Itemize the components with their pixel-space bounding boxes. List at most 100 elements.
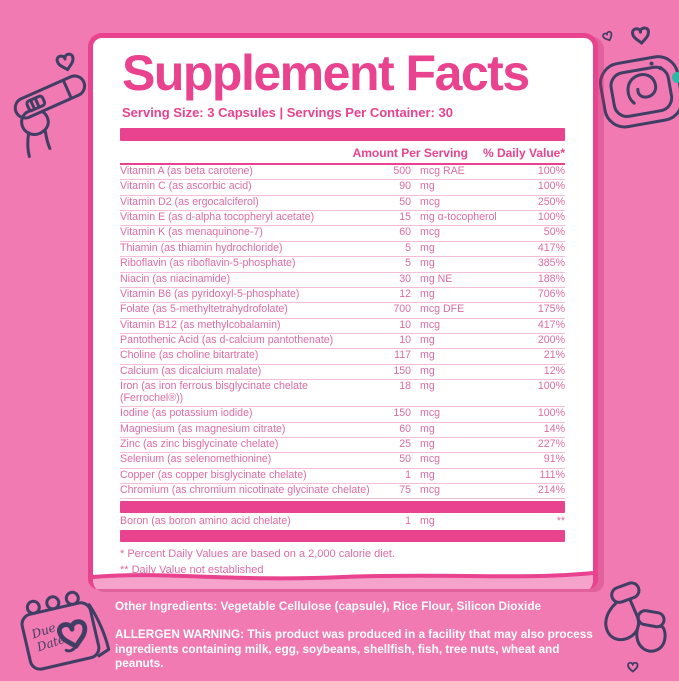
nutrient-row: Vitamin A (as beta carotene) 500 mcg RAE 10… <box>120 165 565 181</box>
nutrient-row: Folate (as 5-methyltetrahydrofolate) 700 m… <box>120 303 565 319</box>
nutrient-dv: 385% <box>537 257 565 270</box>
nutrient-nm: Choline (as choline bitartrate) <box>120 349 259 362</box>
nutrient-amt: 30 <box>399 272 411 285</box>
nutrient-nm: Copper (as copper bisglycinate chelate) <box>120 468 307 481</box>
nutrient-amt: 50 <box>399 195 411 208</box>
nutrient-amt: 700 <box>393 303 411 316</box>
nutrient-dv: 100% <box>537 165 565 177</box>
nutrient-unit: mg <box>420 422 435 435</box>
heart-icon <box>602 30 613 42</box>
nutrient-row: Calcium (as dicalcium malate) 150 mg 12% <box>120 364 565 381</box>
nutrient-dv: ** <box>556 514 565 527</box>
nutrient-dv: 100% <box>537 407 565 420</box>
nutrient-unit: mcg <box>420 318 441 331</box>
nutrient-unit: mcg <box>420 195 441 208</box>
nutrient-amt: 50 <box>399 453 411 466</box>
nutrient-amt: 60 <box>399 422 411 435</box>
nutrient-amt: 10 <box>399 318 411 331</box>
nutrient-unit: mg <box>420 437 435 450</box>
nutrient-unit: mg NE <box>420 272 453 285</box>
nutrient-dv: 175% <box>537 303 565 316</box>
nutrient-unit: mcg DFE <box>420 303 465 316</box>
allergen-warning-text: ALLERGEN WARNING: This product was produ… <box>115 627 593 671</box>
nutrient-amt: 12 <box>399 287 411 300</box>
nutrient-dv: 100% <box>537 180 565 193</box>
nutrient-nm: Vitamin K (as menaquinone-7) <box>120 226 263 239</box>
nutrient-nm: Vitamin D2 (as ergocalciferol) <box>120 195 259 208</box>
heart-icon <box>631 26 650 45</box>
nutrient-row: Pantothenic Acid (as d-calcium pantothen… <box>120 333 565 350</box>
nutrient-row: Vitamin C (as ascorbic acid) 90 mg 100% <box>120 180 565 196</box>
nutrient-row: Selenium (as selenomethionine) 50 mcg 91% <box>120 453 565 469</box>
nutrient-row: Vitamin D2 (as ergocalciferol) 50 mcg 250% <box>120 195 565 212</box>
nutrient-amt: 90 <box>399 180 411 193</box>
divider-bar-top <box>120 128 565 141</box>
boron-row-host: Boron (as boron amino acid chelate) 1 mg ** <box>120 513 565 530</box>
nutrient-dv: 706% <box>537 287 565 300</box>
nutrient-unit: mg <box>420 287 435 300</box>
nutrient-nm: Vitamin A (as beta carotene) <box>120 165 253 177</box>
nutrient-row: Zinc (as zinc bisglycinate chelate) 25 mg 2… <box>120 437 565 454</box>
nutrient-unit: mg <box>420 468 435 481</box>
nutrient-unit: mg <box>420 380 435 393</box>
nutrient-unit: mcg <box>420 453 441 466</box>
nutrient-nm: Niacin (as niacinamide) <box>120 272 231 285</box>
nutrient-amt: 150 <box>393 407 411 420</box>
heart-icon <box>627 661 639 673</box>
nutrient-amt: 150 <box>393 364 411 377</box>
nutrient-nm: Iron (as iron ferrous bisglycinate chela… <box>120 380 308 404</box>
nutrient-nm: Pantothenic Acid (as d-calcium pantothen… <box>120 333 334 346</box>
nutrient-dv: 21% <box>543 349 565 362</box>
nutrient-dv: 91% <box>543 453 565 466</box>
nutrient-row: Iron (as iron ferrous bisglycinate chela… <box>120 380 565 408</box>
footnote-daily-values: * Percent Daily Values are based on a 2,… <box>120 548 395 561</box>
nutrient-row: Chromium (as chromium nicotinate glycina… <box>120 484 565 500</box>
nutrient-rows: Vitamin A (as beta carotene) 500 mcg RAE 10… <box>120 165 565 500</box>
table-header: Amount Per Serving % Daily Value* <box>120 141 565 165</box>
nutrient-row: Thiamin (as thiamin hydrochloride) 5 mg 417… <box>120 241 565 258</box>
nutrient-dv: 200% <box>537 333 565 346</box>
nutrient-amt: 60 <box>399 226 411 239</box>
nutrient-amt: 75 <box>399 484 411 497</box>
nutrient-nm: Selenium (as selenomethionine) <box>120 453 272 466</box>
column-daily-value: % Daily Value* <box>482 146 565 160</box>
footnotes: * Percent Daily Values are based on a 2,… <box>120 547 565 579</box>
nutrient-dv: 417% <box>537 241 565 254</box>
nutrient-dv: 50% <box>543 226 565 239</box>
nutrient-nm: Riboflavin (as riboflavin-5-phosphate) <box>120 257 296 270</box>
nutrient-row: Vitamin B6 (as pyridoxyl-5-phosphate) 12 m… <box>120 287 565 304</box>
nutrient-amt: 18 <box>399 380 411 393</box>
divider-bar-boron-top <box>120 501 565 514</box>
nutrient-amt: 5 <box>405 241 411 254</box>
nutrient-unit: mg <box>420 241 435 254</box>
nutrient-unit: mg <box>420 257 435 270</box>
nutrient-nm: Vitamin B6 (as pyridoxyl-5-phosphate) <box>120 287 300 300</box>
nutrient-nm: Boron (as boron amino acid chelate) <box>120 514 291 527</box>
nutrient-dv: 100% <box>537 380 565 393</box>
nutrient-unit: mg <box>420 333 435 346</box>
due-date-calendar-icon: Due Date <box>8 586 116 681</box>
nutrient-nm: Chromium (as chromium nicotinate glycina… <box>120 484 370 497</box>
nutrient-row: Vitamin K (as menaquinone-7) 60 mcg 50% <box>120 226 565 242</box>
nutrient-unit: mcg RAE <box>420 165 465 177</box>
nutrient-dv: 111% <box>539 468 565 481</box>
nutrient-row: Iodine (as potassium iodide) 150 mcg 100% <box>120 407 565 423</box>
nutrient-nm: Magnesium (as magnesium citrate) <box>120 422 286 435</box>
nutrient-row: Niacin (as niacinamide) 30 mg NE 188% <box>120 273 565 288</box>
nutrient-dv: 214% <box>537 484 565 497</box>
nutrient-unit: mg <box>420 514 435 527</box>
nutrient-amt: 1 <box>405 468 411 481</box>
ultrasound-icon <box>592 26 679 131</box>
nutrient-amt: 15 <box>399 211 411 224</box>
serving-info: Serving Size: 3 Capsules | Servings Per … <box>122 105 453 120</box>
nutrient-dv: 417% <box>537 318 565 331</box>
nutrient-nm: Vitamin E (as d-alpha tocopheryl acetate… <box>120 211 315 224</box>
nutrient-row: Choline (as choline bitartrate) 117 mg 21% <box>120 349 565 365</box>
nutrient-nm: Iodine (as potassium iodide) <box>120 407 253 420</box>
nutrient-unit: mg α-tocopherol <box>420 211 497 224</box>
nutrient-unit: mg <box>420 349 435 362</box>
nutrient-unit: mcg <box>420 407 441 420</box>
nutrient-amt: 25 <box>399 437 411 450</box>
baby-booties-icon <box>592 576 679 678</box>
